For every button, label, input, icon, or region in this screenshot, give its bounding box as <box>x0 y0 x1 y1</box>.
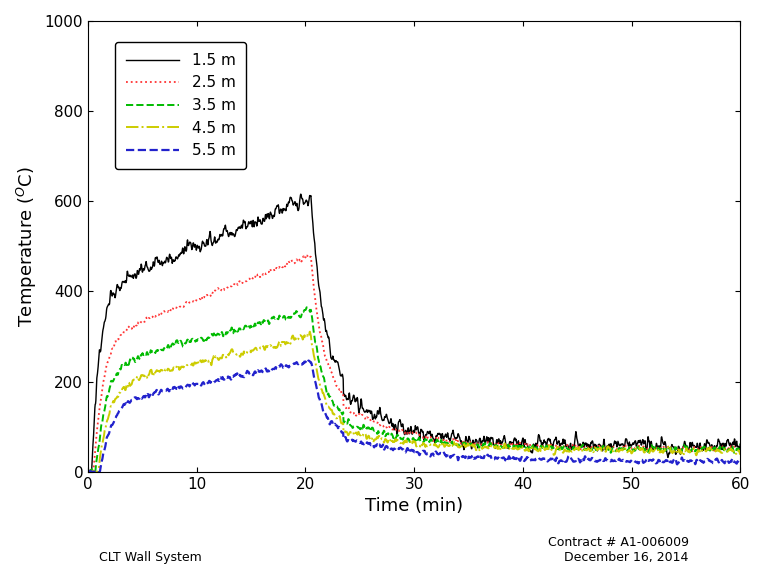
Legend: 1.5 m, 2.5 m, 3.5 m, 4.5 m, 5.5 m: 1.5 m, 2.5 m, 3.5 m, 4.5 m, 5.5 m <box>116 42 246 169</box>
4.5 m <box>717 449 726 456</box>
3.5 m <box>597 445 607 451</box>
2.5 m <box>736 443 745 450</box>
2.5 m <box>401 429 410 436</box>
2.5 m <box>304 251 313 258</box>
1.5 m <box>597 447 607 454</box>
4.5 m <box>83 469 93 475</box>
5.5 m <box>717 457 726 464</box>
1.5 m <box>736 441 745 448</box>
4.5 m <box>383 437 392 444</box>
5.5 m <box>304 357 313 364</box>
Line: 1.5 m: 1.5 m <box>88 194 741 472</box>
1.5 m <box>84 469 93 475</box>
X-axis label: Time (min): Time (min) <box>365 497 464 515</box>
4.5 m <box>401 438 410 445</box>
1.5 m <box>717 444 726 451</box>
1.5 m <box>117 282 126 288</box>
3.5 m <box>383 430 392 437</box>
3.5 m <box>717 446 726 453</box>
Text: CLT Wall System: CLT Wall System <box>99 551 202 564</box>
2.5 m <box>383 423 392 430</box>
1.5 m <box>83 467 93 474</box>
2.5 m <box>717 444 726 451</box>
5.5 m <box>401 449 410 456</box>
Line: 4.5 m: 4.5 m <box>88 332 741 472</box>
2.5 m <box>83 469 93 475</box>
5.5 m <box>717 457 726 463</box>
Text: Contract # A1-006009
December 16, 2014: Contract # A1-006009 December 16, 2014 <box>548 536 688 564</box>
5.5 m <box>736 455 745 462</box>
3.5 m <box>736 440 745 447</box>
2.5 m <box>117 332 126 339</box>
3.5 m <box>303 304 312 311</box>
4.5 m <box>117 386 126 393</box>
1.5 m <box>718 446 727 453</box>
4.5 m <box>736 451 745 458</box>
3.5 m <box>117 363 126 370</box>
3.5 m <box>83 469 93 475</box>
3.5 m <box>717 446 726 453</box>
5.5 m <box>117 405 126 412</box>
5.5 m <box>597 455 607 462</box>
4.5 m <box>597 448 607 455</box>
2.5 m <box>717 444 726 451</box>
Line: 3.5 m: 3.5 m <box>88 307 741 472</box>
2.5 m <box>597 443 607 450</box>
Line: 2.5 m: 2.5 m <box>88 255 741 472</box>
1.5 m <box>402 427 411 434</box>
Y-axis label: Temperature ($^O$C): Temperature ($^O$C) <box>15 166 39 327</box>
Line: 5.5 m: 5.5 m <box>88 361 741 472</box>
5.5 m <box>383 444 392 451</box>
1.5 m <box>296 191 305 198</box>
3.5 m <box>401 435 410 442</box>
5.5 m <box>83 469 93 475</box>
4.5 m <box>305 328 314 335</box>
4.5 m <box>717 449 726 456</box>
1.5 m <box>384 419 393 426</box>
